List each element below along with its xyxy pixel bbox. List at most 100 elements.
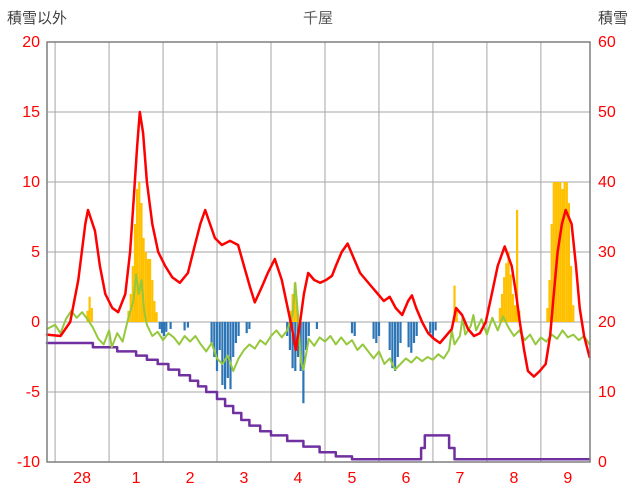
orange-bars xyxy=(138,182,141,322)
orange-bars xyxy=(503,277,506,322)
y-left-tick-label: 5 xyxy=(31,244,40,261)
blue-bars xyxy=(183,322,186,331)
left-axis-title: 積雪以外 xyxy=(7,10,68,27)
blue-bars xyxy=(210,322,213,343)
orange-bars xyxy=(507,252,510,322)
orange-bars xyxy=(546,308,549,322)
blue-bars xyxy=(434,322,437,331)
blue-bars xyxy=(186,322,189,328)
blue-bars xyxy=(388,322,391,350)
x-tick-label: 7 xyxy=(455,470,464,487)
blue-bars xyxy=(160,322,164,334)
orange-bars xyxy=(559,182,562,322)
blue-bars xyxy=(305,322,308,350)
chart-title: 千屋 xyxy=(302,10,334,27)
orange-bars xyxy=(513,305,517,322)
orange-bars xyxy=(567,203,570,322)
x-tick-label: 9 xyxy=(563,470,572,487)
orange-bars xyxy=(565,182,568,322)
y-right-tick-label: 60 xyxy=(598,34,616,51)
y-left-tick-label: 15 xyxy=(22,104,40,121)
blue-bars xyxy=(302,322,305,404)
y-right-tick-label: 10 xyxy=(598,384,616,401)
blue-bars xyxy=(399,322,402,343)
blue-bars xyxy=(234,322,237,343)
blue-bars xyxy=(232,322,235,357)
orange-bars xyxy=(552,182,555,322)
blue-bars xyxy=(213,322,216,357)
y-left-tick-label: -10 xyxy=(17,454,40,471)
blue-bars xyxy=(415,322,418,336)
blue-bars xyxy=(375,322,378,343)
orange-bars xyxy=(149,259,152,322)
x-tick-label: 1 xyxy=(132,470,141,487)
x-tick-label: 28 xyxy=(73,470,91,487)
orange-bars xyxy=(500,294,504,322)
orange-bars xyxy=(550,224,553,322)
x-tick-label: 3 xyxy=(240,470,249,487)
y-left-tick-label: 20 xyxy=(22,34,40,51)
y-right-tick-label: 50 xyxy=(598,104,616,121)
x-tick-label: 6 xyxy=(401,470,410,487)
orange-bars xyxy=(498,308,501,322)
right-axis-title: 積雪 xyxy=(597,10,628,27)
blue-bars xyxy=(218,322,221,350)
orange-bars xyxy=(88,296,91,322)
orange-bars xyxy=(90,308,93,322)
blue-bars xyxy=(377,322,381,336)
orange-bars xyxy=(511,294,514,322)
blue-bars xyxy=(237,322,240,336)
y-left-tick-label: 0 xyxy=(31,314,40,331)
blue-bars xyxy=(412,322,416,343)
orange-bars xyxy=(505,263,508,322)
blue-bars xyxy=(391,322,394,369)
orange-bars xyxy=(453,285,456,322)
y-right-tick-label: 40 xyxy=(598,174,616,191)
blue-bars xyxy=(163,322,166,336)
orange-bars xyxy=(516,210,519,322)
orange-bars xyxy=(561,189,564,322)
orange-bars xyxy=(155,312,158,322)
purple-line xyxy=(45,341,591,461)
orange-bars xyxy=(146,259,149,322)
blue-bars xyxy=(169,322,172,329)
blue-bars xyxy=(229,322,232,390)
blue-bars xyxy=(396,322,399,357)
blue-bars xyxy=(372,322,375,339)
y-left-tick-label: -5 xyxy=(26,384,40,401)
blue-bars xyxy=(407,322,410,348)
blue-bars xyxy=(291,322,294,369)
orange-bars xyxy=(142,238,145,322)
plot-border xyxy=(46,41,591,463)
orange-bars xyxy=(563,182,566,322)
blue-bars xyxy=(431,322,434,339)
x-tick-label: 8 xyxy=(509,470,518,487)
red-line xyxy=(45,110,591,378)
orange-bars xyxy=(572,305,575,322)
orange-bars xyxy=(151,280,154,322)
blue-bars xyxy=(221,322,224,385)
blue-bars xyxy=(226,322,229,378)
blue-bars xyxy=(307,322,310,336)
blue-bars xyxy=(394,322,397,371)
blue-bars xyxy=(165,322,168,332)
blue-bars xyxy=(224,322,227,390)
y-right-tick-label: 20 xyxy=(598,314,616,331)
orange-bars xyxy=(455,310,458,322)
orange-bars xyxy=(86,310,89,322)
green-line xyxy=(46,273,591,372)
blue-bars xyxy=(288,322,291,350)
orange-bars xyxy=(509,274,512,322)
y-right-tick-label: 0 xyxy=(598,454,607,471)
orange-bars xyxy=(153,301,156,322)
blue-bars xyxy=(315,322,318,329)
blue-bars xyxy=(350,322,354,334)
blue-bars xyxy=(245,322,248,334)
blue-bars xyxy=(429,322,432,334)
blue-bars xyxy=(353,322,356,336)
orange-bars xyxy=(140,203,143,322)
orange-bars xyxy=(133,224,137,322)
orange-bars xyxy=(131,266,134,322)
